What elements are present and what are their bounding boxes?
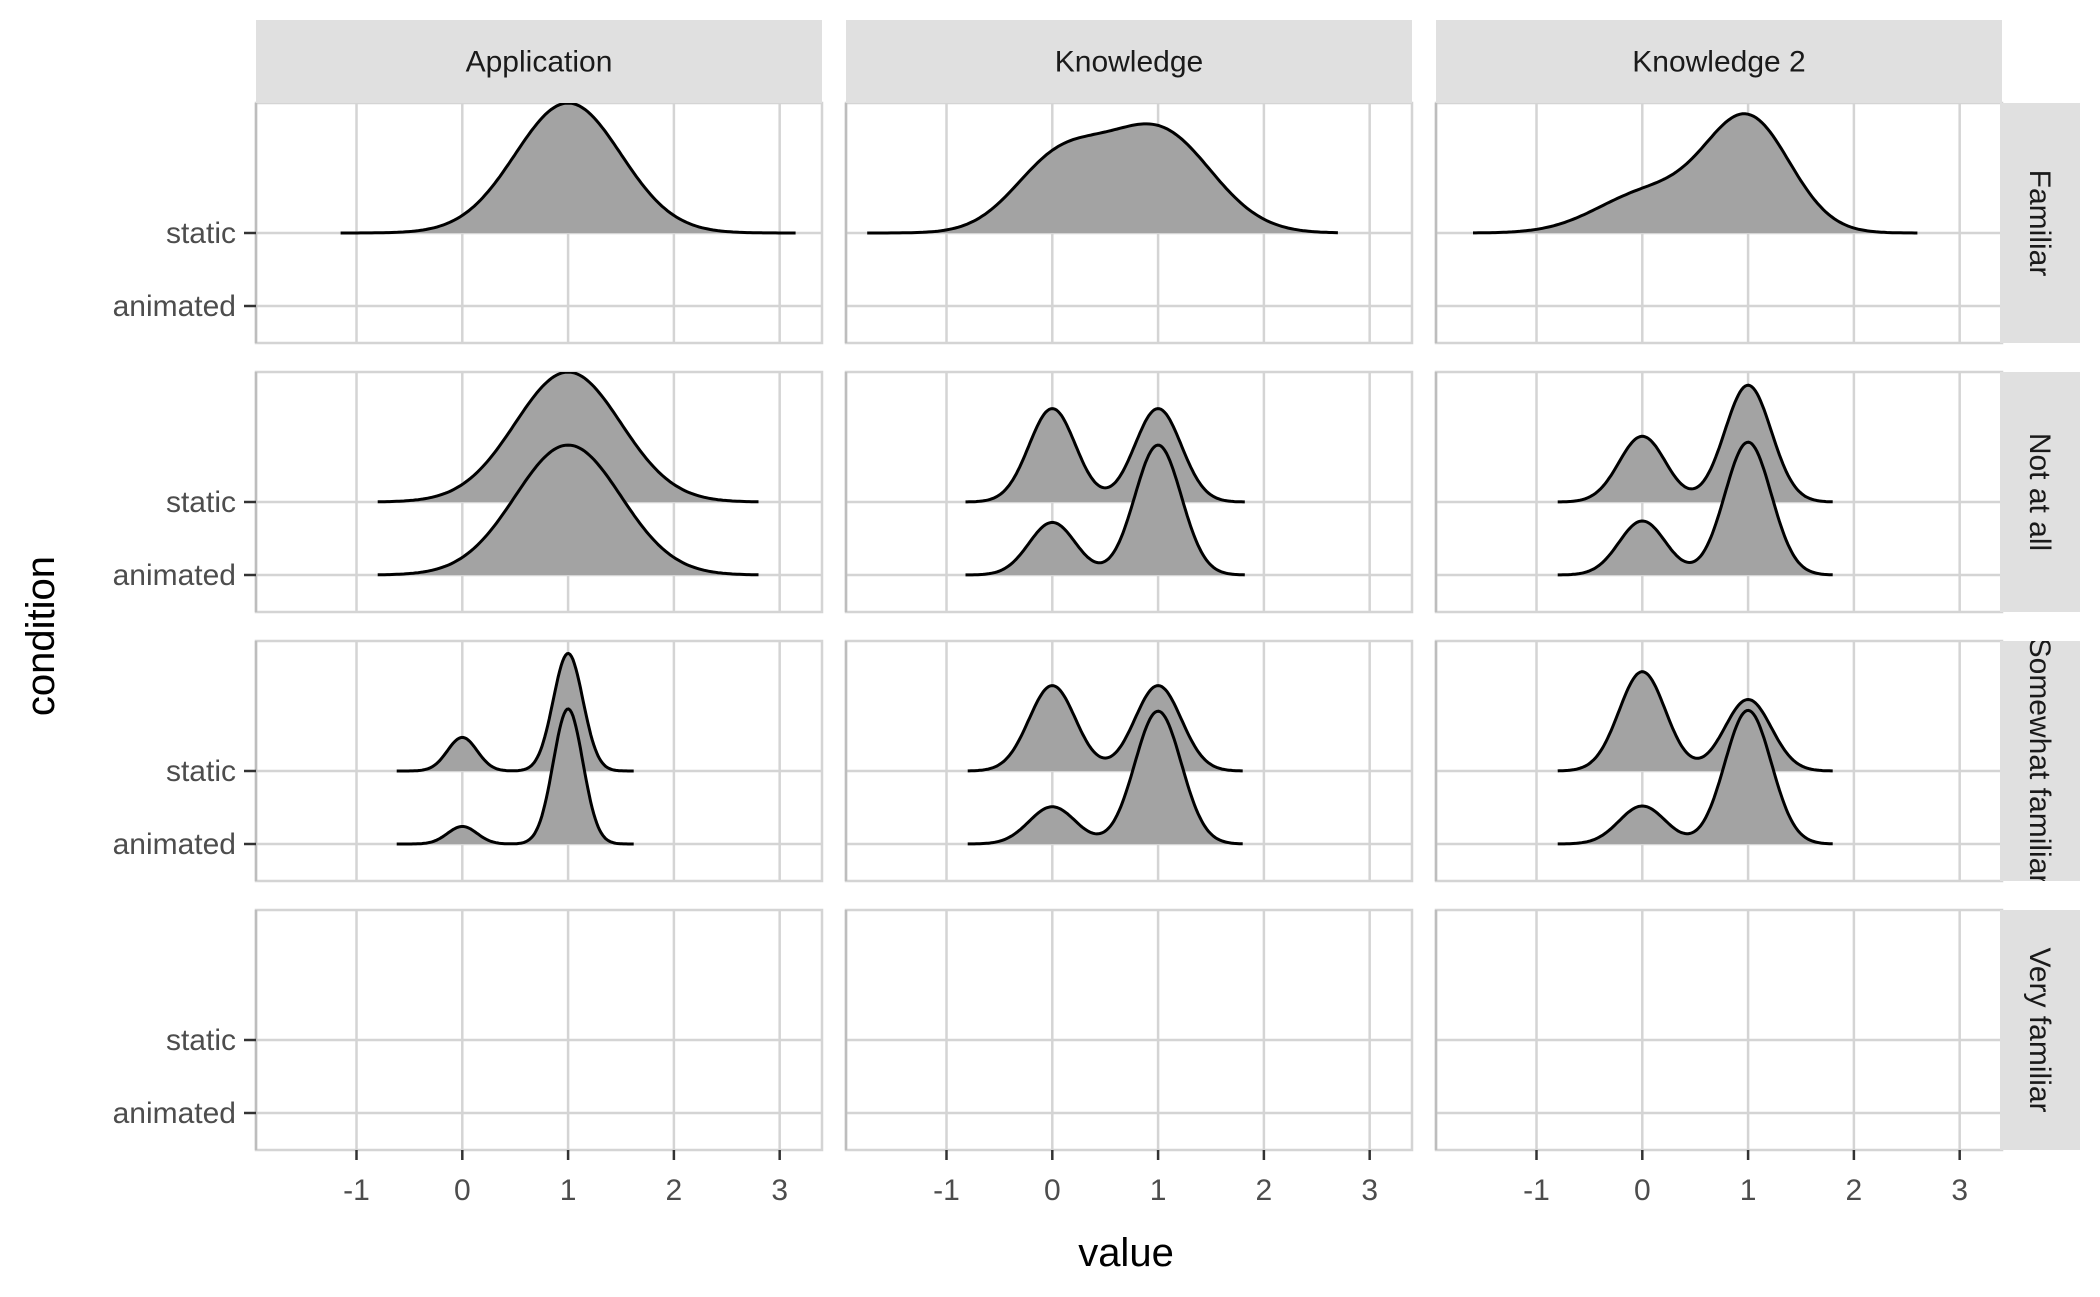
panel-not-at-all-knowledge-2 [1434,370,2004,614]
row-strips: Familiar Not at all Somewhat familiar Very … [2000,103,2080,1150]
ridges [377,372,759,577]
ridges [1557,670,1833,846]
ridges [340,103,796,235]
ridge-fill-animated [967,711,1243,844]
row-strip-label: Familiar [2023,170,2056,277]
strip-background [2000,910,2080,1150]
panel-border [254,908,824,1152]
strip-background [2000,103,2080,343]
x-tick-label: 0 [1634,1174,1651,1207]
strip-background [256,20,822,103]
column-strip-knowledge: Knowledge [846,20,1412,103]
ridge-line-animated [377,443,759,577]
x-tick-label: -1 [1523,1174,1550,1207]
ridge-line-static [867,122,1338,235]
ridge-fill-animated [1557,710,1833,844]
x-tick-label: 1 [560,1174,577,1207]
ridge-fill-static [1473,113,1918,233]
ridges [967,684,1243,846]
y-tick-label-static: static [166,486,236,519]
ridges [396,651,634,846]
y-tick-label-animated: animated [113,290,236,323]
strip-background [846,20,1412,103]
x-tick-label: 3 [1361,1174,1378,1207]
ridge-line-static [377,372,759,504]
ridge-fill-animated [1557,442,1833,575]
x-tick-label: 2 [1846,1174,1863,1207]
x-tick-label: 2 [1256,1174,1273,1207]
row-strip-not-at-all: Not at all [2000,372,2080,612]
row-strip-label: Somewhat familiar [2023,638,2056,885]
panel-very-familiar-knowledge [844,908,1414,1152]
ridge-line-static [1557,383,1833,504]
ridge-line-animated [967,709,1243,846]
ridges [965,407,1245,577]
x-tick-label: -1 [343,1174,370,1207]
y-tick-label-static: static [166,217,236,250]
axis-tick-labels: animated static animated static animated stat… [113,217,1968,1207]
row-strip-somewhat-familiar: Somewhat familiar [2000,638,2080,885]
column-strip-label: Application [466,46,613,79]
panel-somewhat-familiar-knowledge-2 [1434,639,2004,883]
row-strip-label: Very familiar [2023,947,2056,1112]
ridge-fill-animated [377,445,759,575]
panel-very-familiar-application [254,908,824,1152]
ridge-line-static [340,103,796,235]
x-tick-label: -1 [933,1174,960,1207]
strip-background [2000,641,2080,881]
column-strip-label: Knowledge [1055,46,1203,79]
row-strip-very-familiar: Very familiar [2000,910,2080,1150]
ridge-fill-static [867,123,1338,233]
panel-border [844,908,1414,1152]
x-tick-label: 0 [454,1174,471,1207]
strip-background [1436,20,2002,103]
ridges [867,122,1338,235]
x-tick-label: 1 [1150,1174,1167,1207]
ridge-line-animated [396,707,634,846]
x-axis-title: value [1078,1231,1174,1275]
y-tick-label-animated: animated [113,1097,236,1130]
column-strip-application: Application [256,20,822,103]
panel-very-familiar-knowledge-2 [1434,908,2004,1152]
panel-familiar-knowledge [844,101,1414,345]
ridge-line-animated [1557,708,1833,846]
column-strip-label: Knowledge 2 [1632,46,1805,79]
column-strip-knowledge-2: Knowledge 2 [1436,20,2002,103]
ridge-line-static [1557,670,1833,773]
column-strips: Application Knowledge Knowledge 2 [256,20,2002,103]
ridges [1473,112,1918,235]
facet-panels [254,101,2004,1152]
ridges [1557,383,1833,577]
ridge-line-static [965,407,1245,504]
x-tick-label: 3 [1951,1174,1968,1207]
ridge-line-static [396,651,634,773]
x-tick-label: 2 [666,1174,683,1207]
y-tick-label-animated: animated [113,559,236,592]
strip-background [2000,372,2080,612]
ridge-fill-static [377,372,759,502]
y-tick-label-animated: animated [113,828,236,861]
panel-not-at-all-application [254,370,824,614]
y-tick-label-static: static [166,1024,236,1057]
ridge-line-animated [965,443,1245,577]
ridge-fill-static [340,103,796,233]
x-tick-label: 3 [771,1174,788,1207]
panel-somewhat-familiar-application [254,639,824,883]
ridge-fill-animated [396,709,634,844]
ridge-line-animated [1557,440,1833,577]
panel-not-at-all-knowledge [844,370,1414,614]
row-strip-familiar: Familiar [2000,103,2080,343]
ridge-line-static [1473,112,1918,235]
x-tick-label: 0 [1044,1174,1061,1207]
panel-familiar-knowledge-2 [1434,101,2004,345]
row-strip-label: Not at all [2023,433,2056,551]
panel-familiar-application [254,101,824,345]
x-tick-label: 1 [1740,1174,1757,1207]
y-axis-title: condition [19,556,63,716]
y-tick-label-static: static [166,755,236,788]
panel-somewhat-familiar-knowledge [844,639,1414,883]
ridge-line-static [967,684,1243,773]
